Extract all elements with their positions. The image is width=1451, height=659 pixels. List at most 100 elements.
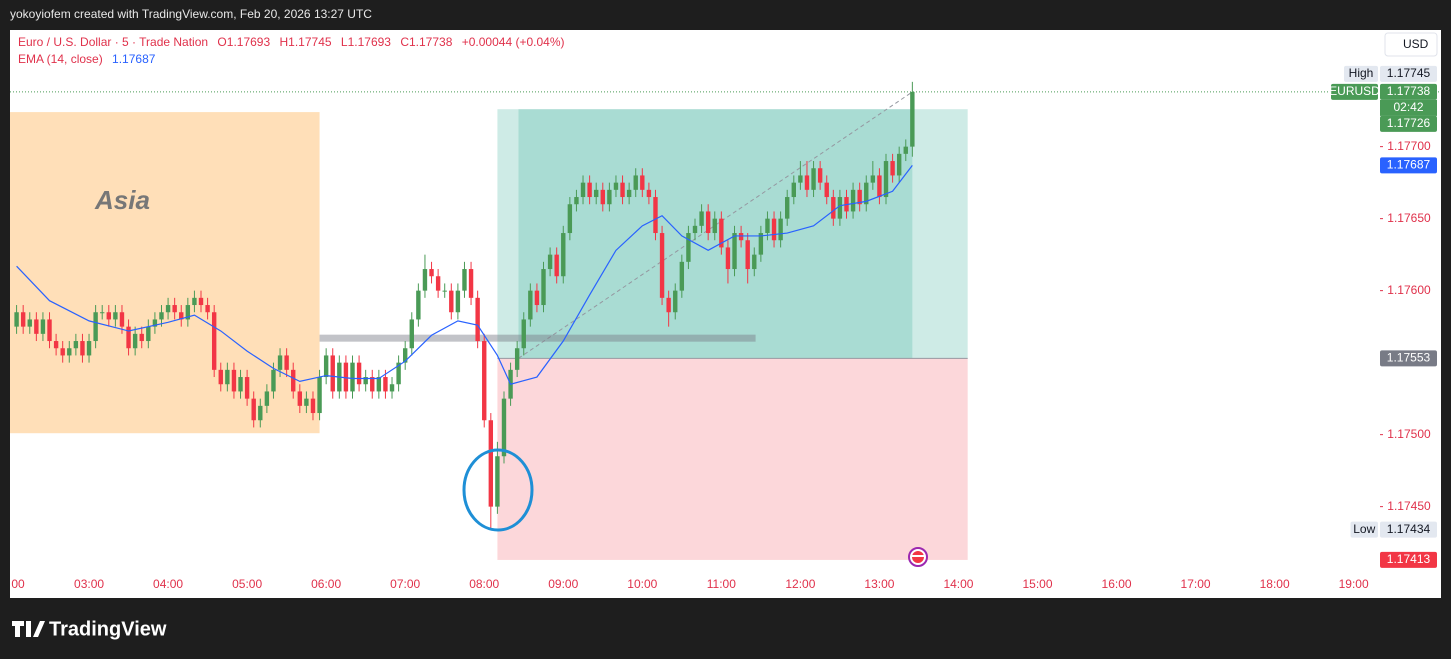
- candle-body: [883, 161, 889, 198]
- x-tick-label: 11:00: [707, 577, 736, 591]
- candle-body: [877, 175, 882, 198]
- candle-body: [146, 326, 151, 342]
- price-badge-name-box: [1350, 521, 1378, 538]
- candle-body: [475, 297, 480, 342]
- candle-body: [719, 218, 724, 248]
- indicator-value: 1.17687: [112, 52, 156, 66]
- brand-logo: [12, 621, 45, 637]
- candle-body: [185, 305, 191, 320]
- candle-body: [607, 189, 612, 205]
- x-tick-label: 18:00: [1260, 577, 1290, 591]
- candle-body: [20, 312, 26, 327]
- candle-body: [73, 341, 79, 349]
- session-box: [10, 112, 320, 434]
- candle-body: [745, 240, 750, 270]
- candle-body: [725, 247, 731, 270]
- x-tick-label: 16:00: [1102, 577, 1132, 591]
- x-tick-label: 03:00: [74, 577, 104, 591]
- price-badge-name: High: [1349, 66, 1374, 80]
- candle-body: [291, 369, 296, 392]
- candle-body: [264, 391, 270, 406]
- candle-body: [363, 377, 368, 385]
- candle-body: [896, 153, 902, 176]
- candle-body: [857, 189, 862, 205]
- candle-body: [47, 319, 52, 342]
- candle-body: [752, 254, 757, 270]
- candle-body: [600, 189, 605, 205]
- legend-value: 1.17745: [288, 35, 332, 49]
- candle-body: [666, 297, 671, 313]
- x-tick-label: 14:00: [943, 577, 973, 591]
- candle-body: [192, 297, 197, 306]
- candle-body: [100, 312, 105, 314]
- candle-body: [284, 355, 289, 370]
- candle-body: [574, 197, 579, 205]
- trend-line: [518, 91, 913, 359]
- candle-body: [304, 398, 309, 406]
- countdown-box: [1380, 99, 1437, 116]
- candle-body: [738, 233, 744, 241]
- x-tick-label: 09:00: [548, 577, 578, 591]
- price-badge-value: 1.17738: [1387, 84, 1431, 98]
- candle-body: [159, 312, 164, 320]
- candle-body: [850, 189, 856, 212]
- currency: USD: [1403, 37, 1429, 51]
- candle-body: [53, 341, 59, 349]
- candle-body: [679, 261, 685, 291]
- candle-body: [317, 377, 322, 414]
- candle-body: [218, 369, 223, 385]
- session-label: Asia: [94, 185, 150, 215]
- candle-body: [903, 146, 908, 154]
- candle-body: [251, 398, 256, 421]
- candle-body: [495, 456, 500, 507]
- candle-body: [528, 290, 533, 320]
- currency-button[interactable]: [1384, 32, 1438, 57]
- zone-band: [319, 334, 756, 342]
- candle-body: [831, 197, 836, 219]
- candle-body: [910, 91, 915, 147]
- candle-body: [567, 204, 573, 234]
- plot: Asia 00 03:00 04:00 05:00 06:00 07:00 08:00 09:0…: [10, 65, 1440, 591]
- candle-body: [824, 182, 829, 198]
- event-icon-stripe: [912, 555, 924, 557]
- candle-body: [699, 211, 704, 226]
- candle-body: [870, 175, 876, 183]
- price-badge: [1380, 65, 1437, 82]
- candle-body: [172, 305, 177, 313]
- candle-body: [653, 197, 658, 234]
- candle-body: [501, 398, 507, 457]
- legend-symbol: Euro / U.S. Dollar · 5 · Trade Nation: [18, 35, 208, 49]
- candle-body: [646, 189, 652, 198]
- candle-body: [626, 189, 632, 198]
- event-icon: [908, 547, 928, 567]
- candle-body: [659, 233, 665, 298]
- y-tick-label: 1.17700: [1387, 139, 1431, 153]
- candle-body: [580, 182, 586, 198]
- candle-body: [455, 290, 461, 313]
- price-badge: [1380, 551, 1437, 568]
- candle-body: [705, 211, 711, 234]
- profit-zone-filled: [518, 109, 913, 359]
- candle-body: [238, 377, 243, 392]
- x-tick-label: 15:00: [1022, 577, 1052, 591]
- candle-body: [34, 319, 39, 334]
- candle-body: [534, 290, 540, 306]
- candle-body: [370, 377, 375, 392]
- price-badge-value: 1.17413: [1387, 552, 1431, 566]
- bottom-bar: [0, 598, 1451, 659]
- candle-body: [482, 341, 487, 421]
- candle-body: [804, 175, 810, 190]
- candle-body: [449, 290, 454, 313]
- candle-body: [547, 254, 553, 270]
- y-tick-label: 1.17650: [1387, 211, 1431, 225]
- candle-body: [179, 312, 184, 320]
- candle-body: [40, 319, 46, 334]
- candle-body: [67, 348, 72, 356]
- candle-body: [541, 269, 546, 306]
- candle-body: [310, 398, 316, 414]
- legend-change: +0.00044 (+0.04%): [462, 35, 565, 49]
- brand-name: TradingView: [49, 618, 167, 640]
- candle-body: [225, 369, 230, 385]
- candle-body: [561, 233, 566, 277]
